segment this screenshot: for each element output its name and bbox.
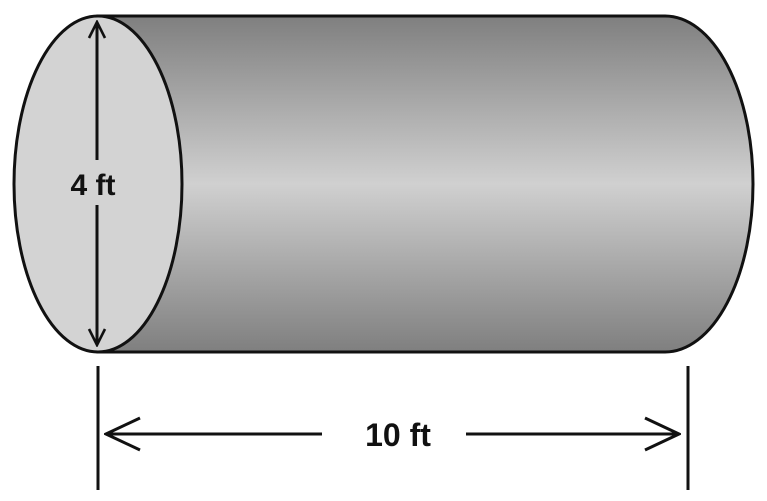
- cylinder-body: [96, 14, 755, 354]
- length-label: 10 ft: [365, 417, 431, 453]
- diameter-label: 4 ft: [71, 169, 116, 202]
- cylinder-end-face: [12, 14, 184, 354]
